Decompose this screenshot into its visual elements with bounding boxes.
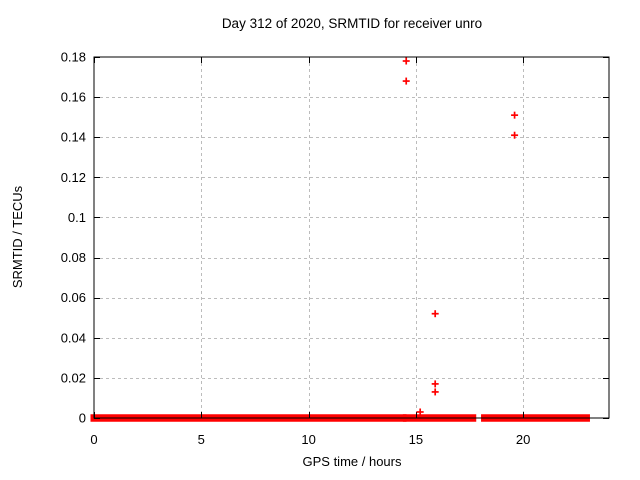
x-axis-label: GPS time / hours <box>303 454 402 469</box>
y-tick-label-0.02: 0.02 <box>61 370 86 385</box>
x-tick-label-0: 0 <box>90 432 97 447</box>
plot-border <box>93 56 610 419</box>
x-tick-label-10: 10 <box>301 432 315 447</box>
grid-layer <box>94 57 609 418</box>
y-tick-label-0.16: 0.16 <box>61 90 86 105</box>
data-point-marker <box>416 408 424 416</box>
y-tick-label-0.12: 0.12 <box>61 170 86 185</box>
y-tick-label-0.08: 0.08 <box>61 250 86 265</box>
x-tick-label-5: 5 <box>198 432 205 447</box>
data-point-marker <box>431 310 439 318</box>
y-tick-label-0.04: 0.04 <box>61 330 86 345</box>
y-tick-label-0: 0 <box>79 411 86 426</box>
plot-frame-layer <box>93 56 610 419</box>
data-point-marker <box>431 380 439 388</box>
data-point-marker <box>431 388 439 396</box>
y-tick-label-0.06: 0.06 <box>61 290 86 305</box>
tick-label-layer: 0 5 10 15 20 0 0.02 0.04 0.06 0.08 0.1 0.12 0.14 0.16… <box>61 50 531 448</box>
y-tick-label-0.18: 0.18 <box>61 50 86 65</box>
chart-title: Day 312 of 2020, SRMTID for receiver unr… <box>222 16 482 31</box>
data-point-marker <box>402 57 410 65</box>
y-axis-label: SRMTID / TECUs <box>10 185 25 288</box>
y-tick-label-0.14: 0.14 <box>61 130 86 145</box>
x-tick-label-15: 15 <box>409 432 423 447</box>
data-point-layer <box>402 57 519 416</box>
x-tick-label-20: 20 <box>516 432 530 447</box>
y-tick-label-0.1: 0.1 <box>68 210 86 225</box>
data-point-marker <box>511 131 519 139</box>
data-point-marker <box>511 111 519 119</box>
data-point-marker <box>402 77 410 85</box>
